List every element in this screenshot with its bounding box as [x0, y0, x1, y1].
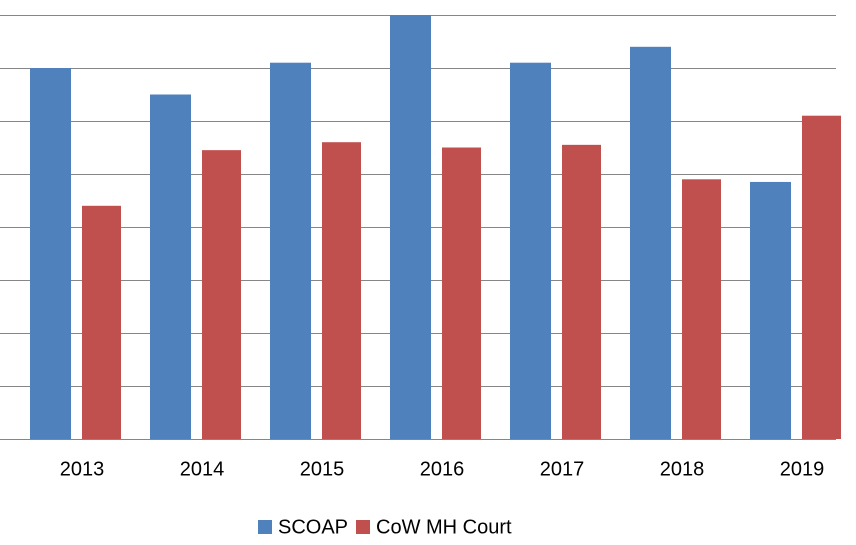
legend-label: SCOAP	[278, 516, 348, 538]
bar	[750, 181, 791, 439]
legend-label: CoW MH Court	[376, 516, 512, 538]
x-tick-label: 2013	[60, 458, 105, 480]
bar	[802, 115, 841, 439]
bar	[270, 62, 311, 439]
bar	[510, 62, 551, 439]
legend-swatch	[258, 520, 272, 534]
bar	[150, 94, 191, 439]
bar	[30, 68, 71, 439]
bar	[562, 144, 601, 439]
x-tick-label: 2019	[780, 458, 825, 480]
bar	[202, 150, 241, 439]
x-tick-label: 2015	[300, 458, 345, 480]
x-tick-label: 2014	[180, 458, 225, 480]
bar	[390, 15, 431, 439]
bar	[442, 147, 481, 439]
legend-swatch	[356, 520, 370, 534]
bar	[322, 142, 361, 439]
bar	[682, 179, 721, 440]
x-tick-label: 2017	[540, 458, 585, 480]
x-tick-label: 2016	[420, 458, 465, 480]
x-tick-label: 2018	[660, 458, 705, 480]
bar	[82, 205, 121, 439]
bar	[630, 46, 671, 440]
